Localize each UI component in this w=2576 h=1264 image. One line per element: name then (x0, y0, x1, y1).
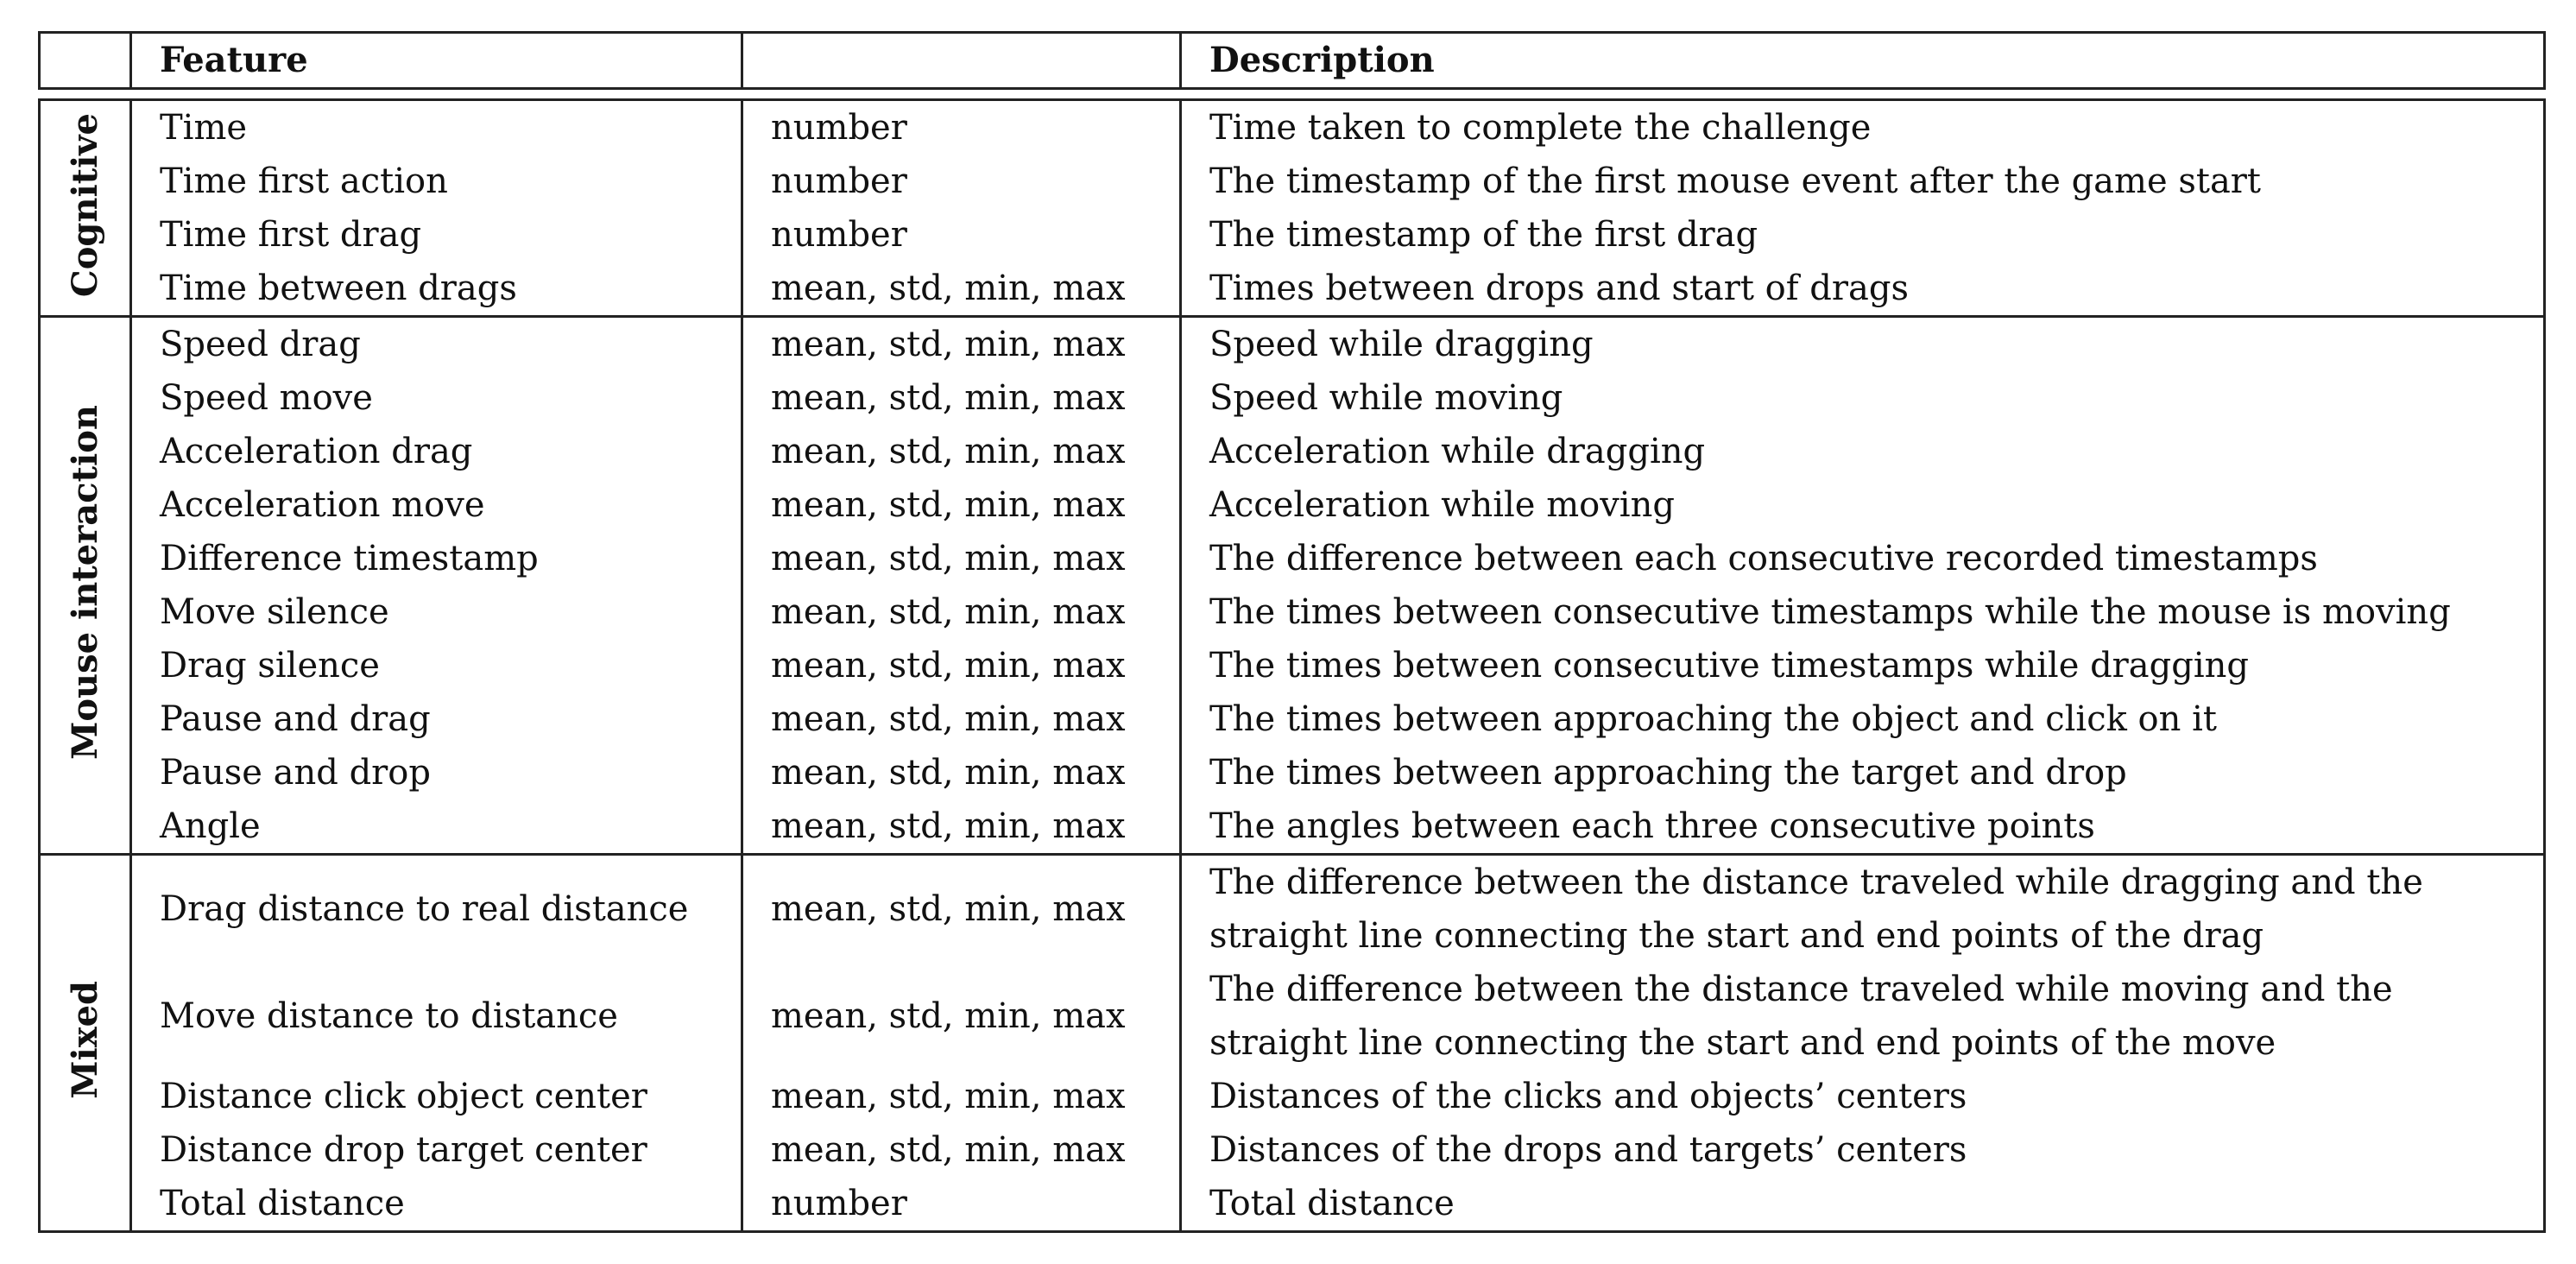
header-row: Feature Description (38, 31, 2546, 90)
description-cell: The times between approaching the object… (1179, 692, 2546, 746)
feature-cell: Angle (129, 799, 743, 856)
table-row: Cognitive Time number Time taken to complet… (38, 99, 2546, 318)
feature-cell: Pause and drop (129, 746, 743, 799)
type-cell: mean, std, min, max (741, 639, 1182, 692)
type-cell: number (741, 99, 1182, 155)
description-cell: The difference between each consecutive … (1179, 532, 2546, 585)
description-line: The difference between the distance trav… (1209, 970, 2393, 1009)
table-row: Distance drop target center mean, std, mi… (40, 1123, 2546, 1177)
description-cell: Total distance (1179, 1177, 2546, 1233)
type-cell: mean, std, min, max (741, 478, 1182, 532)
description-cell: The times between approaching the target… (1179, 746, 2546, 799)
table-row: Move silence mean, std, min, max The times… (40, 585, 2546, 639)
description-cell: Time taken to complete the challenge (1179, 99, 2546, 155)
description-cell: The times between consecutive timestamps… (1179, 585, 2546, 639)
header-gap (39, 88, 2545, 101)
feature-cell: Time first action (129, 155, 743, 208)
type-cell: mean, std, min, max (741, 963, 1182, 1070)
table-row: Angle mean, std, min, max The angles betwe… (40, 799, 2546, 856)
feature-cell: Difference timestamp (129, 532, 743, 585)
table-row: Move distance to distance mean, std, min,… (40, 963, 2546, 1070)
type-cell: mean, std, min, max (741, 746, 1182, 799)
description-cell: The difference between the distance trav… (1179, 854, 2546, 963)
type-cell: mean, std, min, max (741, 425, 1182, 478)
table-row: Time first action number The timestamp of … (40, 155, 2546, 208)
type-cell: mean, std, min, max (741, 692, 1182, 746)
table-row: Mixed Drag distance to real distance mean,… (38, 854, 2546, 1233)
feature-cell: Speed drag (129, 316, 743, 371)
feature-cell: Time (129, 99, 743, 155)
table-row: Difference timestamp mean, std, min, max T… (40, 532, 2546, 585)
table-row: Speed move mean, std, min, max Speed while… (40, 371, 2546, 425)
description-cell: Acceleration while moving (1179, 478, 2546, 532)
description-cell: The times between consecutive timestamps… (1179, 639, 2546, 692)
type-cell: number (741, 208, 1182, 262)
table-row: Drag silence mean, std, min, max The times… (40, 639, 2546, 692)
feature-cell: Acceleration move (129, 478, 743, 532)
description-cell: Times between drops and start of drags (1179, 262, 2546, 318)
group-cell: Mouse interaction (38, 316, 132, 856)
description-cell: Acceleration while dragging (1179, 425, 2546, 478)
feature-cell: Drag distance to real distance (129, 854, 743, 963)
table-row: Pause and drop mean, std, min, max The tim… (40, 746, 2546, 799)
feature-cell: Distance drop target center (129, 1123, 743, 1177)
type-cell: mean, std, min, max (741, 262, 1182, 318)
description-cell: The timestamp of the first drag (1179, 208, 2546, 262)
description-cell: The difference between the distance trav… (1179, 963, 2546, 1070)
type-cell: mean, std, min, max (741, 1070, 1182, 1123)
type-cell: number (741, 1177, 1182, 1233)
table-row: Acceleration move mean, std, min, max Acce… (40, 478, 2546, 532)
table-body: Cognitive Time number Time taken to complet… (38, 88, 2546, 1233)
description-cell: Speed while dragging (1179, 316, 2546, 371)
table-row: Mouse interaction Speed drag mean, std, mi… (38, 316, 2546, 856)
type-cell: mean, std, min, max (741, 316, 1182, 371)
table-row: Time first drag number The timestamp of th… (40, 208, 2546, 262)
header-type (741, 31, 1182, 90)
table-row: Distance click object center mean, std, m… (40, 1070, 2546, 1123)
feature-cell: Acceleration drag (129, 425, 743, 478)
feature-cell: Time between drags (129, 262, 743, 318)
description-cell: Speed while moving (1179, 371, 2546, 425)
feature-cell: Move silence (129, 585, 743, 639)
header-feature: Feature (129, 31, 743, 90)
feature-cell: Time first drag (129, 208, 743, 262)
type-cell: mean, std, min, max (741, 799, 1182, 856)
type-cell: mean, std, min, max (741, 1123, 1182, 1177)
feature-cell: Drag silence (129, 639, 743, 692)
description-cell: Distances of the clicks and objects’ cen… (1179, 1070, 2546, 1123)
group-label: Mouse interaction (65, 405, 105, 760)
table-row: Time between drags mean, std, min, max Tim… (40, 262, 2546, 318)
table-row: Total distance number Total distance (40, 1177, 2546, 1233)
description-cell: The timestamp of the first mouse event a… (1179, 155, 2546, 208)
table-row: Pause and drag mean, std, min, max The tim… (40, 692, 2546, 746)
type-cell: mean, std, min, max (741, 532, 1182, 585)
type-cell: number (741, 155, 1182, 208)
description-line: straight line connecting the start and e… (1209, 1023, 2276, 1063)
feature-table: Feature Description Cognitive Time number T… (38, 31, 2546, 1233)
group-cell: Cognitive (38, 99, 132, 318)
feature-cell: Pause and drag (129, 692, 743, 746)
table-row: Acceleration drag mean, std, min, max Acce… (40, 425, 2546, 478)
header-corner (38, 31, 132, 90)
type-cell: mean, std, min, max (741, 854, 1182, 963)
group-label: Cognitive (65, 112, 105, 298)
feature-cell: Distance click object center (129, 1070, 743, 1123)
group-cell: Mixed (38, 854, 132, 1233)
feature-cell: Move distance to distance (129, 963, 743, 1070)
feature-cell: Speed move (129, 371, 743, 425)
type-cell: mean, std, min, max (741, 371, 1182, 425)
description-line: straight line connecting the start and e… (1209, 916, 2264, 956)
description-line: The difference between the distance trav… (1209, 863, 2423, 902)
description-cell: The angles between each three consecutiv… (1179, 799, 2546, 856)
header-description: Description (1179, 31, 2546, 90)
type-cell: mean, std, min, max (741, 585, 1182, 639)
group-label: Mixed (65, 981, 105, 1099)
description-cell: Distances of the drops and targets’ cent… (1179, 1123, 2546, 1177)
feature-cell: Total distance (129, 1177, 743, 1233)
